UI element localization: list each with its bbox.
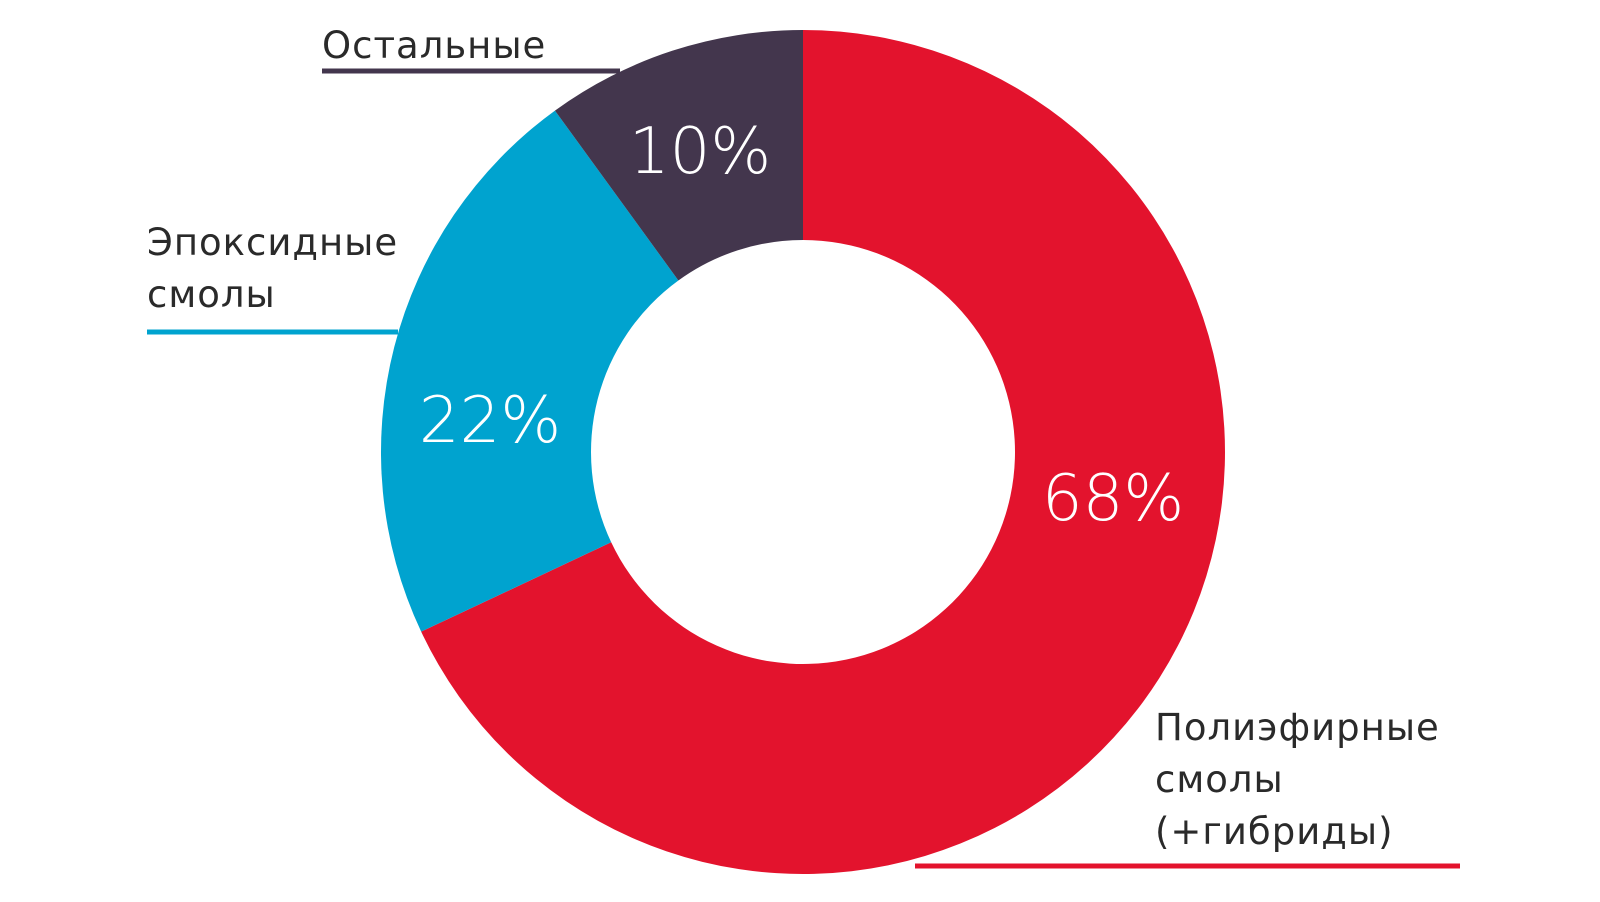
category-label-line: смолы [147, 273, 276, 316]
category-label-line: Остальные [322, 24, 546, 67]
category-label-line: смолы [1155, 758, 1284, 801]
category-label-other: Остальные [322, 24, 546, 67]
category-label-epoxy: Эпоксидные смолы [147, 221, 398, 316]
category-labels: Полиэфирные смолы (+гибриды) Эпоксидные смол… [147, 24, 1440, 853]
leader-lines [147, 68, 1460, 869]
percent-label-polyester: 68% [1042, 462, 1184, 536]
donut-slices [380, 29, 1225, 875]
percent-label-other: 10% [629, 115, 771, 189]
slice-other [554, 29, 803, 281]
category-label-line: Полиэфирные [1155, 706, 1440, 749]
category-label-polyester: Полиэфирные смолы (+гибриды) [1155, 706, 1440, 853]
category-label-line: (+гибриды) [1155, 810, 1394, 853]
percent-label-epoxy: 22% [419, 384, 561, 458]
slice-epoxy [380, 110, 679, 632]
category-label-line: Эпоксидные [147, 221, 398, 264]
slice-polyester [421, 30, 1225, 875]
percent-labels: 68% 22% 10% [419, 115, 1184, 536]
